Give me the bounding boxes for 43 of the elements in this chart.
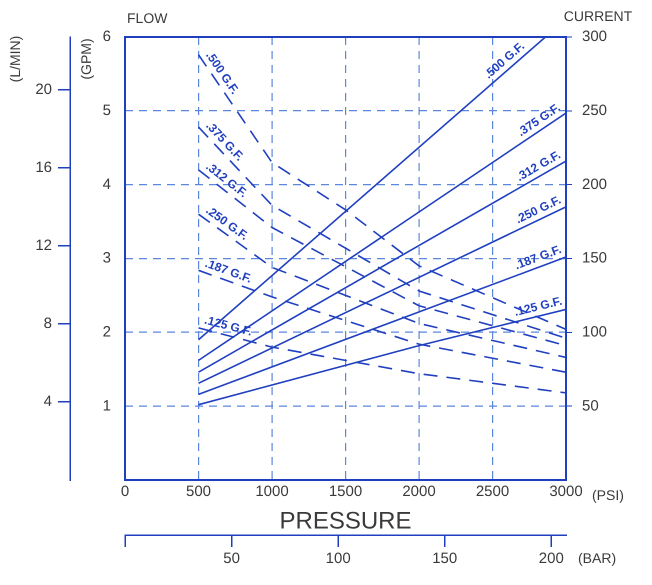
text: .250 G.F. [203, 203, 251, 243]
y2-tick-label: 50 [582, 397, 599, 414]
y3-tick-label: 4 [44, 393, 52, 410]
y2-tick-label: 150 [582, 250, 608, 267]
y2-tick-label: 300 [582, 28, 608, 46]
text: .375 G.F. [203, 118, 247, 164]
x2-axis-title: (BAR) [578, 550, 616, 566]
y-tick-label: 1 [102, 397, 111, 414]
x-axis-title: PRESSURE [279, 508, 412, 535]
text: .187 G.F. [203, 256, 254, 286]
y2-axis-title: CURRENT [564, 8, 633, 24]
text: FLOW [127, 10, 168, 26]
x-tick-label: 1000 [255, 483, 289, 500]
text: .500 G.F. [481, 38, 528, 82]
y3-tick-label: 16 [35, 158, 52, 176]
text: .250 G.F. [513, 192, 564, 226]
y3-axis-title: (L/MIN) [6, 36, 23, 82]
y-tick-label: 5 [102, 102, 111, 119]
y3-tick-label: 20 [35, 80, 52, 98]
x-tick-label: 500 [186, 483, 212, 500]
x-tick-label: 3000 [549, 483, 583, 500]
x2-tick-label: 200 [538, 550, 564, 568]
x-tick-label: 0 [120, 483, 130, 500]
x2-tick-label: 100 [326, 550, 351, 568]
x-tick-label: 1500 [328, 483, 362, 500]
x2-tick-label: 150 [432, 550, 458, 568]
y3-tick-label: 8 [44, 315, 52, 332]
y2-tick-label: 100 [582, 323, 608, 340]
y-tick-label: 2 [102, 323, 111, 340]
y2-tick-label: 250 [582, 102, 608, 119]
y-tick-label: 4 [102, 176, 111, 193]
x-tick-label: 2500 [476, 483, 510, 500]
y2-tick-label: 200 [582, 176, 608, 193]
text: (PSI) [592, 486, 624, 503]
y3-tick-label: 12 [35, 236, 52, 254]
x-tick-label: 2000 [402, 483, 436, 500]
y-tick-label: 6 [102, 28, 111, 46]
text: .375 G.F. [514, 100, 563, 140]
y-axis-title: (GPM) [78, 38, 94, 80]
text: .312 G.F. [514, 148, 563, 184]
y-tick-label: 3 [102, 250, 111, 267]
text: .187 G.F. [512, 242, 564, 272]
x2-tick-label: 50 [223, 550, 240, 568]
